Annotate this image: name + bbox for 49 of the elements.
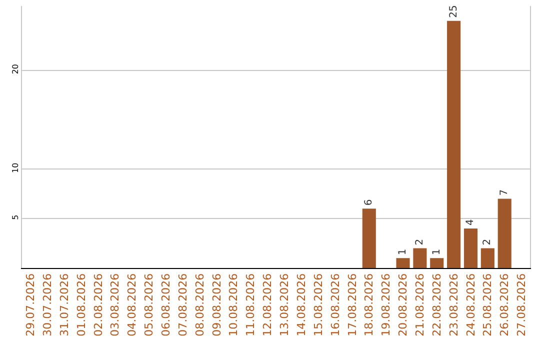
x-tick-label: 08.08.2026	[193, 273, 206, 336]
x-tick-label: 18.08.2026	[362, 273, 376, 336]
x-tick-label: 14.08.2026	[294, 273, 308, 336]
x-tick-label: 30.07.2026	[40, 273, 54, 336]
bar	[498, 198, 512, 268]
bar	[447, 20, 461, 268]
data-label: 1	[431, 248, 442, 256]
x-tick-label: 10.08.2026	[227, 273, 240, 336]
data-label: 7	[499, 189, 510, 196]
x-tick-label: 12.08.2026	[261, 273, 274, 336]
x-tick-label: 19.08.2026	[380, 273, 393, 336]
bar	[396, 258, 410, 268]
x-tick-label: 01.08.2026	[74, 273, 88, 336]
x-tick-label: 04.08.2026	[126, 273, 139, 336]
data-label: 2	[414, 238, 426, 246]
x-tick-label: 22.08.2026	[430, 273, 444, 336]
x-tick-label: 05.08.2026	[142, 273, 156, 336]
x-tick-label: 23.08.2026	[447, 273, 460, 336]
bar	[480, 248, 494, 268]
bar	[430, 258, 444, 268]
x-tick-label: 26.08.2026	[498, 273, 512, 336]
x-tick-label: 27.08.2026	[515, 273, 528, 336]
x-tick-label: 25.08.2026	[481, 273, 494, 336]
y-tick-label: 20	[10, 64, 20, 74]
x-tick-label: 02.08.2026	[92, 273, 105, 336]
x-tick-label: 20.08.2026	[396, 273, 410, 336]
x-tick-label: 17.08.2026	[346, 273, 359, 336]
data-label: 6	[364, 199, 375, 206]
x-tick-label: 06.08.2026	[160, 273, 173, 336]
x-tick-label: 15.08.2026	[312, 273, 325, 336]
x-tick-label: 31.07.2026	[58, 273, 71, 336]
x-tick-label: 29.07.2026	[24, 273, 38, 336]
x-tick-label: 21.08.2026	[414, 273, 427, 336]
x-tick-label: 07.08.2026	[176, 273, 190, 336]
x-tick-label: 13.08.2026	[278, 273, 292, 336]
data-label: 25	[448, 5, 460, 18]
x-tick-label: 16.08.2026	[328, 273, 342, 336]
y-tick-label: 5	[10, 214, 20, 220]
data-label: 1	[398, 248, 408, 256]
bar	[413, 248, 427, 268]
y-tick-label: 10	[10, 162, 20, 174]
x-tick-label: 03.08.2026	[108, 273, 122, 336]
bar	[362, 208, 376, 268]
bar	[464, 228, 478, 268]
x-tick-label: 09.08.2026	[210, 273, 224, 336]
x-tick-label: 24.08.2026	[464, 273, 478, 336]
data-label: 4	[465, 219, 476, 226]
data-label: 2	[482, 238, 494, 246]
x-tick-label: 11.08.2026	[244, 273, 258, 336]
